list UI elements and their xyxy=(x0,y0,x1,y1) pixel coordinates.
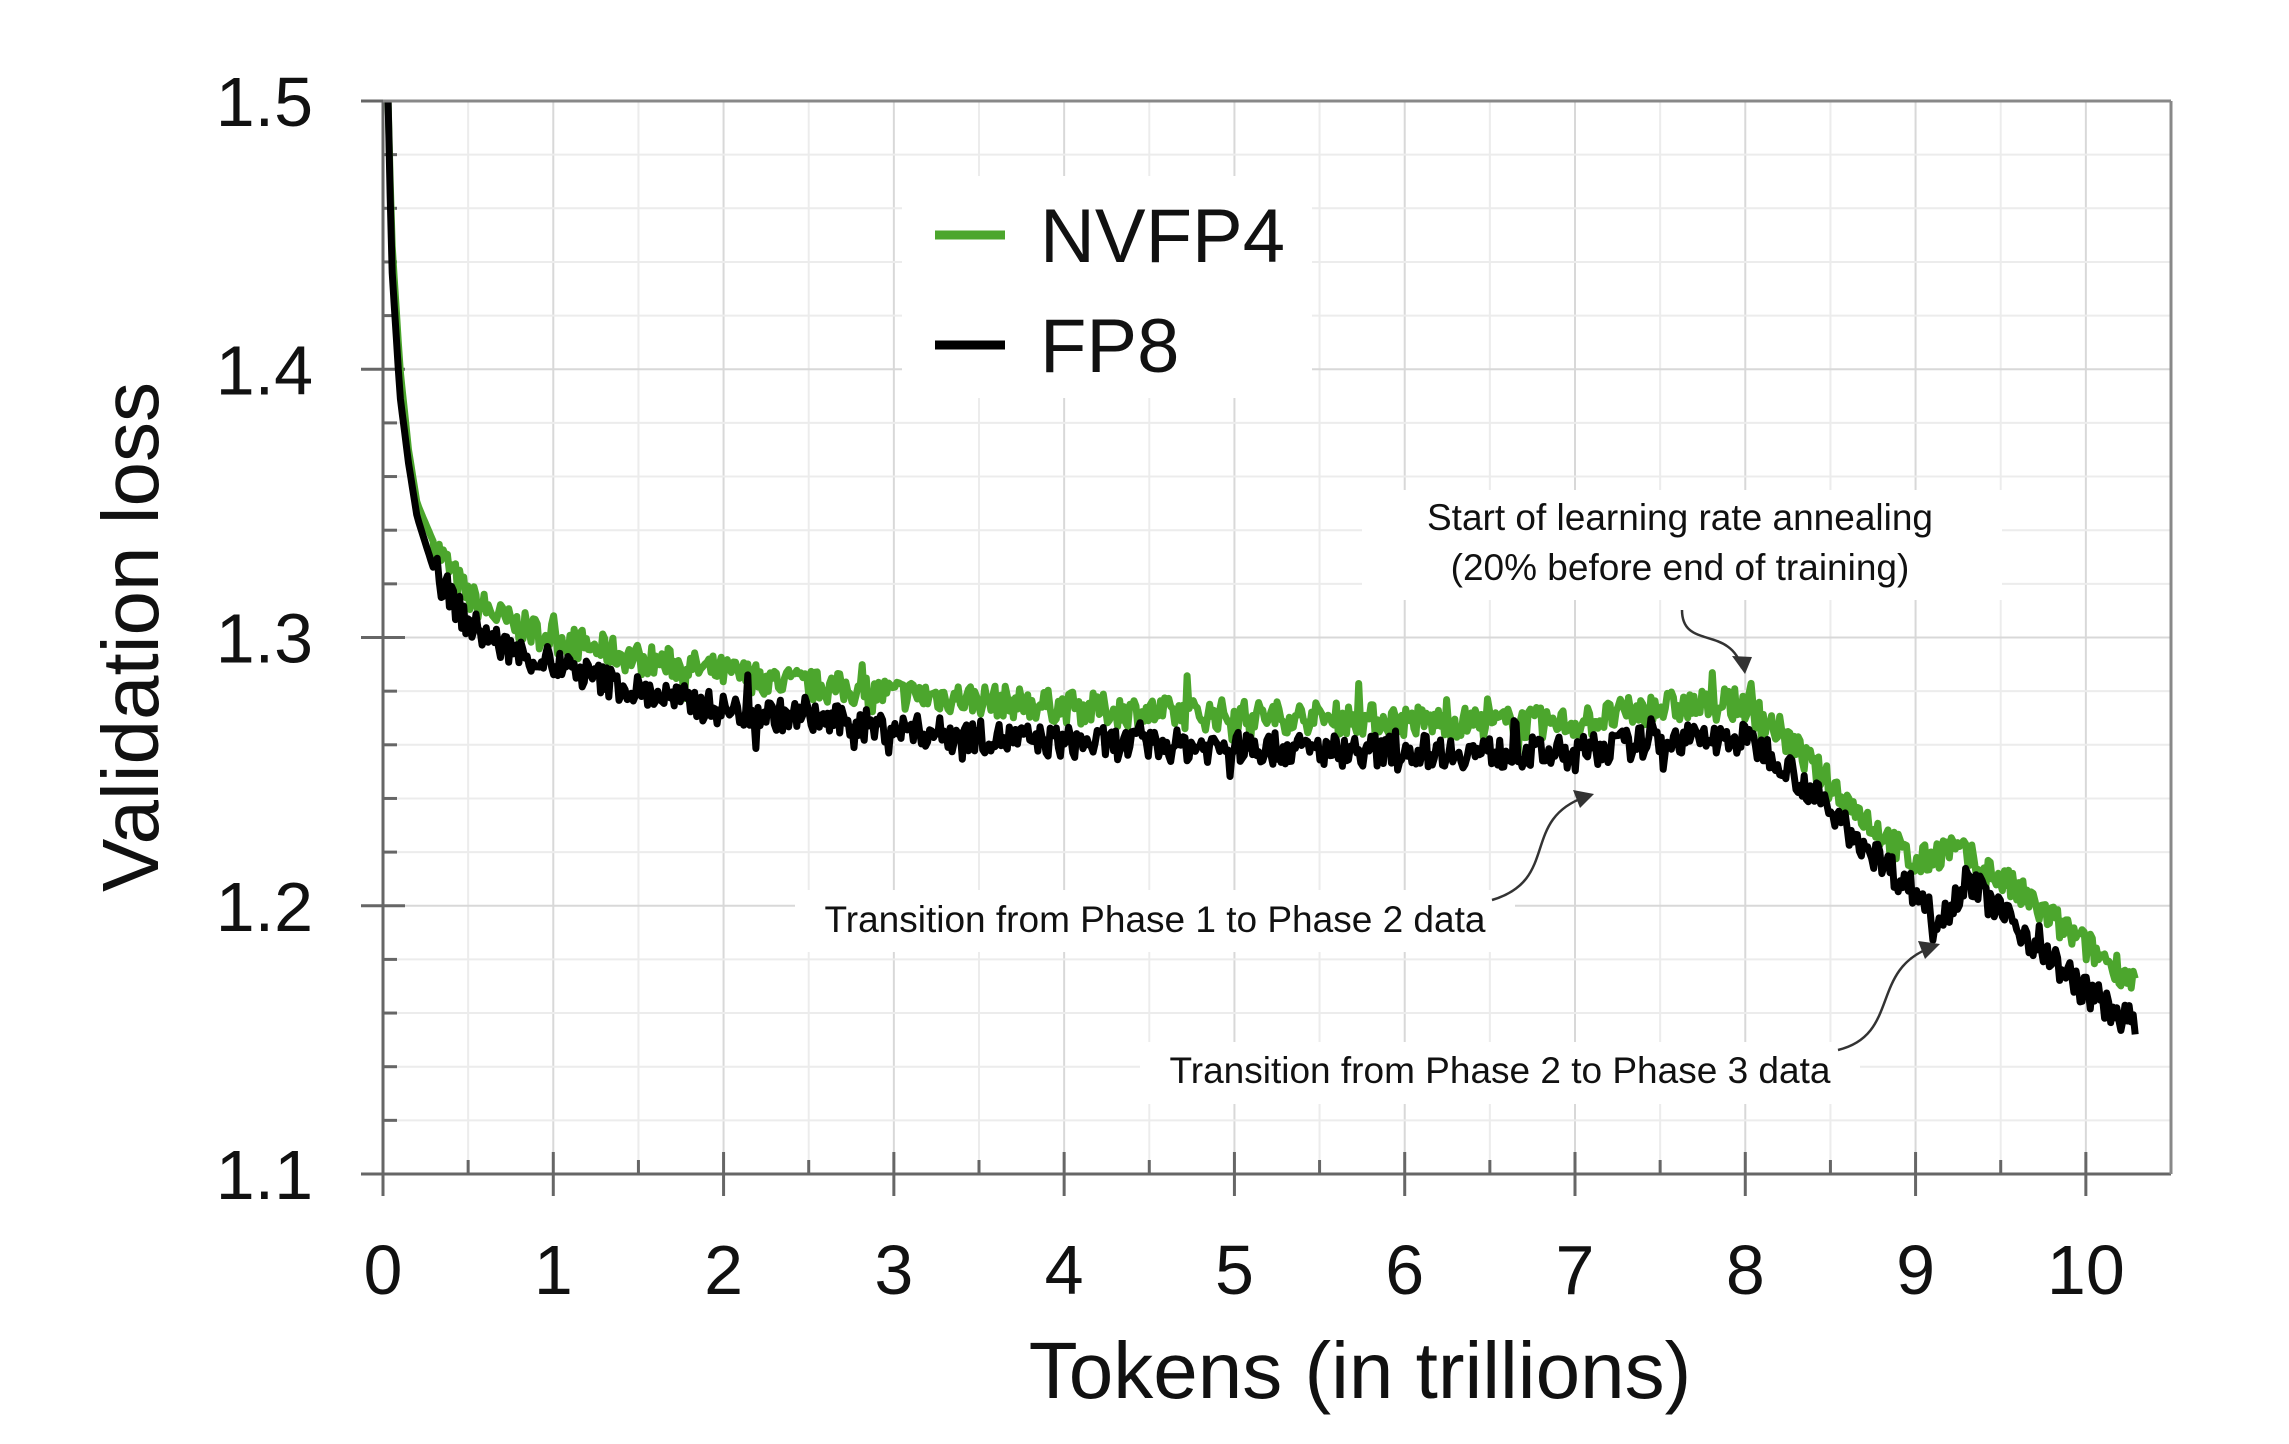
arrowhead-icon xyxy=(1918,941,1940,959)
annotation-phase3-arrow xyxy=(1837,946,1931,1052)
x-axis-label: Tokens (in trillions) xyxy=(1029,1326,1691,1415)
x-tick-label: 7 xyxy=(1556,1231,1595,1309)
annotations: Start of learning rate annealing (20% be… xyxy=(795,490,2002,1104)
arrowhead-icon xyxy=(1732,656,1752,674)
y-tick-label: 1.1 xyxy=(216,1136,313,1214)
annotation-annealing-line2: (20% before end of training) xyxy=(1451,547,1910,588)
arrowhead-icon xyxy=(1573,790,1594,808)
series-lines xyxy=(384,100,2139,1035)
y-tick-label: 1.2 xyxy=(216,868,313,946)
annotation-annealing-arrow xyxy=(1680,609,1744,669)
x-tick-label: 8 xyxy=(1726,1231,1765,1309)
y-tick-label: 1.5 xyxy=(216,63,313,141)
x-tick-label: 6 xyxy=(1385,1231,1424,1309)
annotation-phase3: Transition from Phase 2 to Phase 3 data xyxy=(1170,1050,1831,1091)
series-line-fp8 xyxy=(384,100,2139,1035)
x-tick-label: 3 xyxy=(874,1231,913,1309)
x-tick-label: 1 xyxy=(534,1231,573,1309)
x-tick-label: 2 xyxy=(704,1231,743,1309)
y-tick-label: 1.3 xyxy=(216,600,313,678)
legend-box xyxy=(902,176,1312,398)
x-tick-label: 9 xyxy=(1896,1231,1935,1309)
legend: NVFP4 FP8 xyxy=(902,176,1312,398)
x-tick-label: 10 xyxy=(2047,1231,2125,1309)
x-tick-label: 0 xyxy=(364,1231,403,1309)
y-tick-label: 1.4 xyxy=(216,331,313,409)
annotation-phase2-arrow xyxy=(1491,795,1586,902)
x-tick-label: 5 xyxy=(1215,1231,1254,1309)
annotation-annealing-line1: Start of learning rate annealing xyxy=(1427,497,1933,538)
x-tick-label: 4 xyxy=(1045,1231,1084,1309)
y-axis-label: Validation loss xyxy=(86,382,175,892)
legend-label-fp8: FP8 xyxy=(1040,304,1179,389)
legend-label-nvfp4: NVFP4 xyxy=(1040,194,1285,279)
plot-frame xyxy=(381,99,2173,1176)
annotation-phase2: Transition from Phase 1 to Phase 2 data xyxy=(825,899,1486,940)
axis-ticks: 0 1 2 3 4 5 6 7 8 9 10 1.1 1.2 1.3 1.4 1.5 xyxy=(216,63,2125,1309)
